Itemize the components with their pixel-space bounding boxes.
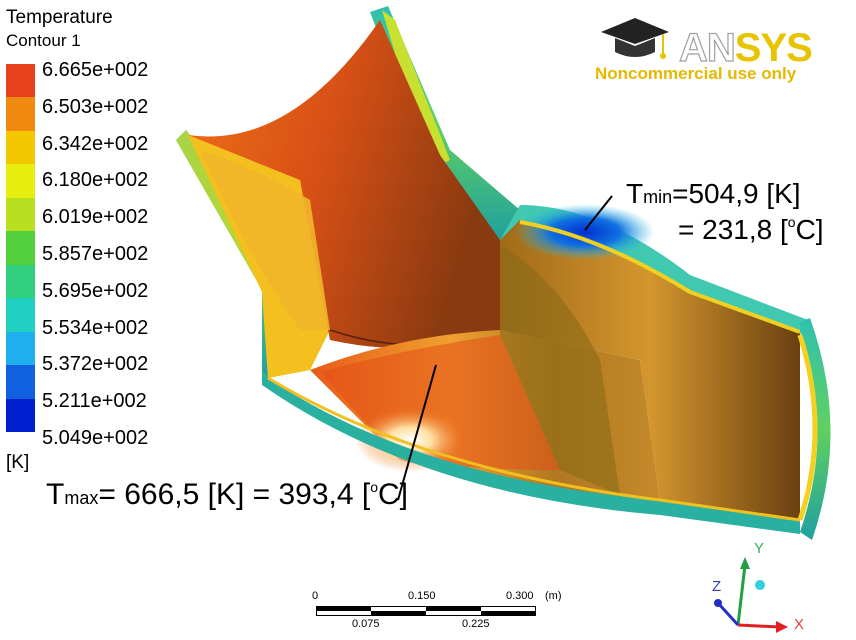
outlet-end-ring (800, 318, 831, 540)
color-bar-segment (6, 331, 35, 366)
color-bar-segment (6, 398, 35, 433)
legend-tick-label: 5.695e+002 (42, 279, 149, 302)
legend-tick-label: 5.372e+002 (42, 353, 149, 376)
legend-tick-label: 5.049e+002 (42, 427, 149, 449)
color-bar-segment (6, 298, 35, 333)
tmax-leader (397, 364, 437, 501)
axis-x-label: X (794, 616, 805, 633)
legend-unit: [K] (6, 452, 30, 473)
tmin-leader (584, 195, 613, 231)
upper-inner-surface (188, 20, 500, 348)
axis-z-label: Z (712, 578, 722, 595)
tmax-label: Tmax= 666,5 [K] = 393,4 [oC] (46, 478, 409, 511)
color-bar (6, 64, 35, 433)
legend-tick-label: 6.180e+002 (42, 169, 149, 192)
color-bar-segment (6, 197, 35, 232)
outlet-top-wall (500, 205, 808, 332)
color-bar-segment (6, 97, 35, 132)
graduation-cap-icon (601, 18, 669, 59)
color-bar-segment (6, 130, 35, 165)
legend-tick-label: 5.534e+002 (42, 316, 149, 339)
legend-title: Temperature (6, 7, 113, 28)
color-bar-segment (6, 64, 35, 98)
legend-tick-label: 5.857e+002 (42, 243, 149, 265)
legend-tick-label: 6.665e+002 (42, 59, 149, 81)
scale-bar: 0 0.150 0.300 (m) 0.075 0.225 (312, 590, 562, 630)
legend-subtitle: Contour 1 (6, 31, 81, 50)
legend-tick-label: 6.503e+002 (42, 95, 149, 118)
elbow-bottom-wall (262, 372, 800, 534)
tmin-label: Tmin=504,9 [K] (626, 178, 801, 209)
hot-spot (355, 408, 465, 472)
tmin-celsius: = 231,8 [oC] (678, 214, 824, 245)
color-bar-segment (6, 164, 35, 199)
color-bar-segment (6, 264, 35, 299)
ansys-wordmark: ANSYS (678, 25, 812, 70)
outlet-inner-surface (500, 215, 800, 520)
axis-y-label: Y (754, 540, 765, 557)
color-bar-segment (6, 231, 35, 266)
color-bar-segment (6, 365, 35, 400)
legend-tick-label: 6.342e+002 (42, 132, 149, 155)
noncommercial-note: Noncommercial use only (595, 64, 797, 83)
legend-tick-label: 6.019e+002 (42, 206, 149, 229)
axis-triad (714, 557, 788, 633)
cold-spot (515, 204, 655, 260)
ansys-logo: ANSYS Noncommercial use only (595, 12, 840, 87)
legend-tick-label: 5.211e+002 (42, 390, 147, 413)
